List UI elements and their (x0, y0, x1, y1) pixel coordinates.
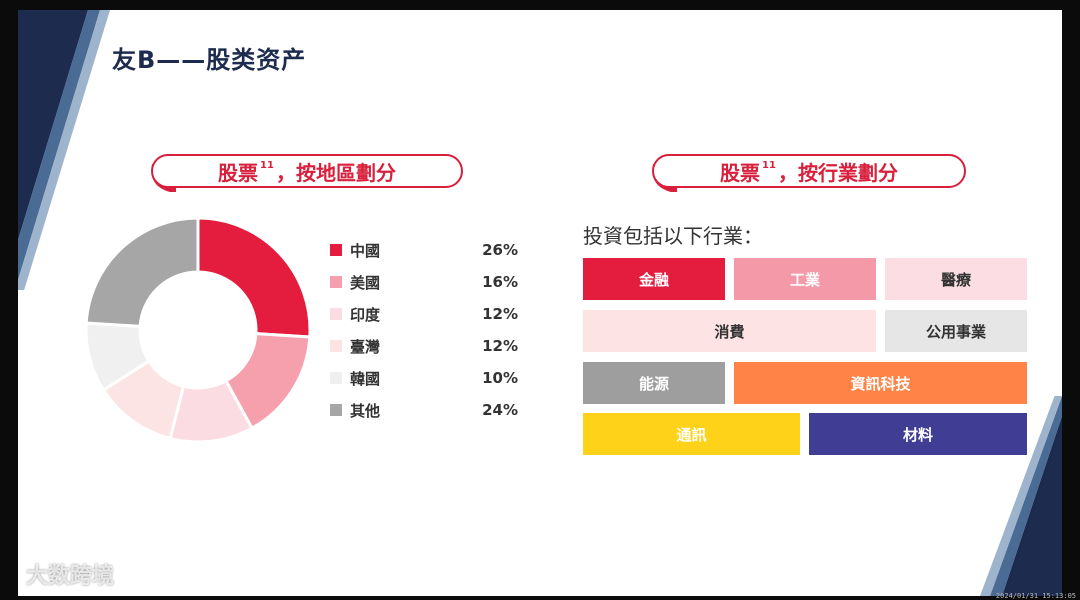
legend-label: 中國 (350, 241, 381, 260)
section-header-region-label: 股票 (218, 160, 259, 185)
industry-tile: 資訊科技 (734, 362, 1027, 404)
section-header-industry-label: 股票 (720, 160, 761, 185)
section-header-region-suffix: ，按地區劃分 (275, 160, 396, 185)
region-donut-chart (84, 216, 312, 444)
legend-label: 臺灣 (350, 337, 381, 356)
slide-decoration-left (18, 10, 110, 290)
legend-label: 其他 (350, 401, 381, 420)
donut-slice-0 (196, 216, 312, 339)
slide-decoration-right (980, 396, 1062, 596)
legend-row: 中國 26% (330, 234, 530, 266)
legend-value: 26% (482, 241, 518, 259)
legend-swatch (330, 244, 342, 256)
industry-tile: 公用事業 (885, 310, 1027, 352)
legend-row: 臺灣 12% (330, 330, 530, 362)
legend-swatch (330, 340, 342, 352)
slide: 友B——股类资产 股票 11 ，按地區劃分 股票 11 ，按行業劃分 中國 26%… (18, 10, 1062, 596)
section-header-region-note: 11 (260, 159, 274, 171)
legend-value: 10% (482, 369, 518, 387)
legend-value: 24% (482, 401, 518, 419)
industry-tile: 能源 (583, 362, 725, 404)
legend-value: 12% (482, 305, 518, 323)
legend-row: 韓國 10% (330, 362, 530, 394)
legend-value: 16% (482, 273, 518, 291)
region-legend: 中國 26% 美國 16% 印度 12% 臺灣 12% 韓國 10% 其他 24% (330, 234, 530, 426)
industry-tile: 工業 (734, 258, 876, 300)
slide-title: 友B——股类资产 (112, 46, 307, 74)
legend-label: 韓國 (350, 369, 381, 388)
legend-row: 其他 24% (330, 394, 530, 426)
legend-label: 印度 (350, 305, 381, 324)
section-header-industry-suffix: ，按行業劃分 (777, 160, 898, 185)
section-header-industry: 股票 11 ，按行業劃分 (652, 154, 966, 188)
legend-swatch (330, 308, 342, 320)
donut-slice-5 (84, 216, 200, 328)
timestamp-stamp: 2024/01/31 15:13:05 (995, 592, 1076, 600)
industry-tile: 消費 (583, 310, 876, 352)
section-header-region: 股票 11 ，按地區劃分 (151, 154, 463, 188)
legend-swatch (330, 404, 342, 416)
legend-value: 12% (482, 337, 518, 355)
legend-label: 美國 (350, 273, 381, 292)
legend-row: 印度 12% (330, 298, 530, 330)
industry-tile: 通訊 (583, 413, 800, 455)
legend-row: 美國 16% (330, 266, 530, 298)
legend-swatch (330, 276, 342, 288)
industry-tile: 材料 (809, 413, 1027, 455)
industry-intro: 投資包括以下行業： (583, 224, 763, 248)
industry-tile: 醫療 (885, 258, 1027, 300)
industry-tile: 金融 (583, 258, 725, 300)
section-header-industry-note: 11 (762, 159, 776, 171)
watermark: 大数跨境 (26, 564, 115, 589)
legend-swatch (330, 372, 342, 384)
